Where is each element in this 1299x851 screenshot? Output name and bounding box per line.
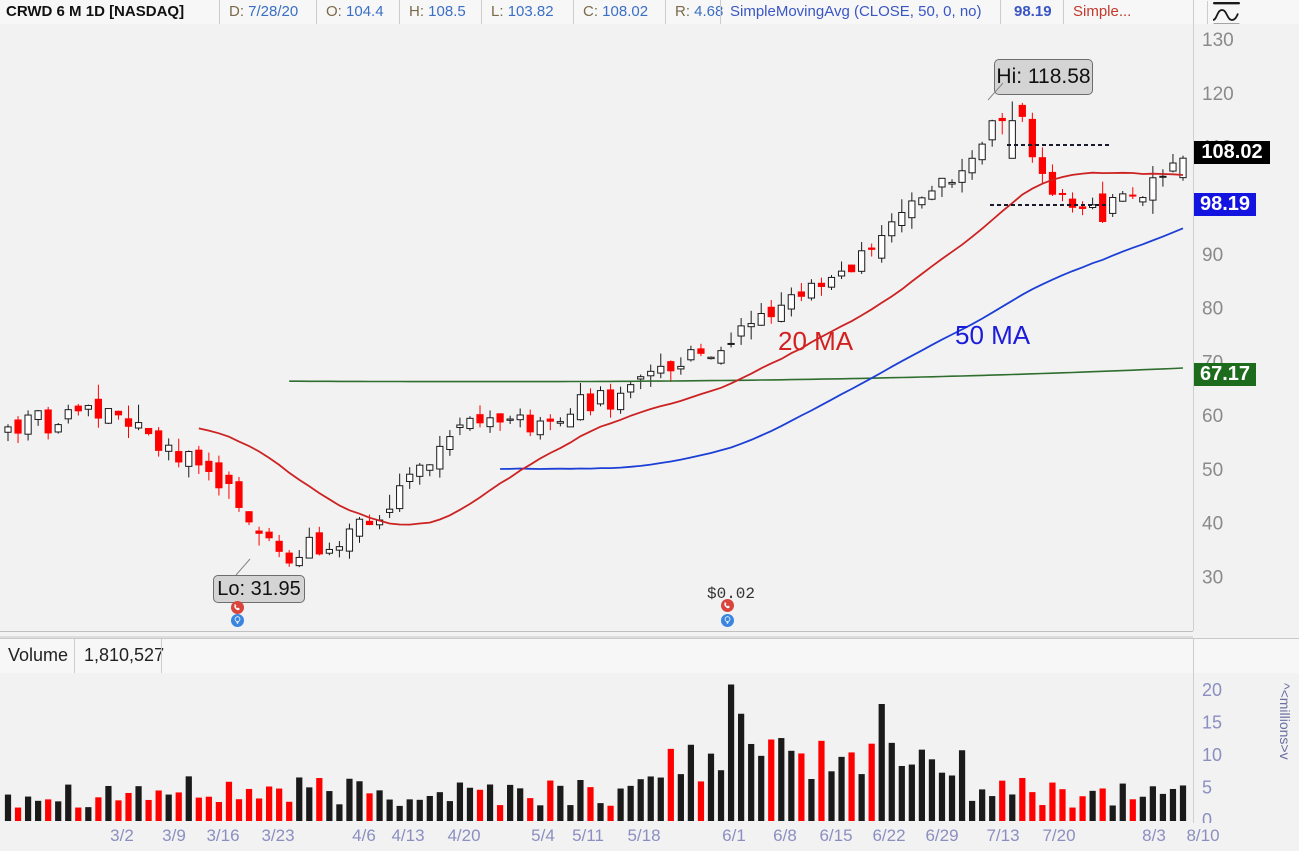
svg-text:15: 15 [1202, 713, 1222, 733]
svg-text:0: 0 [1202, 810, 1212, 823]
svg-text:4/20: 4/20 [447, 826, 480, 845]
svg-text:90: 90 [1202, 245, 1223, 266]
svg-text:7/20: 7/20 [1042, 826, 1075, 845]
svg-text:6/8: 6/8 [773, 826, 797, 845]
svg-text:20: 20 [1202, 680, 1222, 700]
svg-text:8/10: 8/10 [1186, 826, 1219, 845]
svg-text:8/3: 8/3 [1142, 826, 1166, 845]
svg-text:4/13: 4/13 [391, 826, 424, 845]
svg-text:3/23: 3/23 [261, 826, 294, 845]
svg-text:10: 10 [1202, 745, 1222, 765]
svg-text:6/1: 6/1 [722, 826, 746, 845]
svg-text:5: 5 [1202, 778, 1212, 798]
svg-text:60: 60 [1202, 406, 1223, 427]
svg-text:5/4: 5/4 [531, 826, 555, 845]
svg-text:130: 130 [1202, 30, 1234, 51]
svg-text:120: 120 [1202, 84, 1234, 105]
svg-text:5/11: 5/11 [572, 826, 604, 845]
svg-text:6/22: 6/22 [872, 826, 905, 845]
svg-text:4/6: 4/6 [352, 826, 376, 845]
svg-text:7/13: 7/13 [986, 826, 1019, 845]
svg-text:40: 40 [1202, 514, 1223, 535]
svg-text:3/9: 3/9 [162, 826, 186, 845]
svg-text:3/16: 3/16 [206, 826, 239, 845]
svg-text:80: 80 [1202, 299, 1223, 320]
svg-text:3/2: 3/2 [110, 826, 134, 845]
svg-text:5/18: 5/18 [627, 826, 660, 845]
svg-text:6/29: 6/29 [925, 826, 958, 845]
svg-text:6/15: 6/15 [819, 826, 852, 845]
svg-text:50: 50 [1202, 460, 1223, 481]
svg-text:30: 30 [1202, 567, 1223, 588]
